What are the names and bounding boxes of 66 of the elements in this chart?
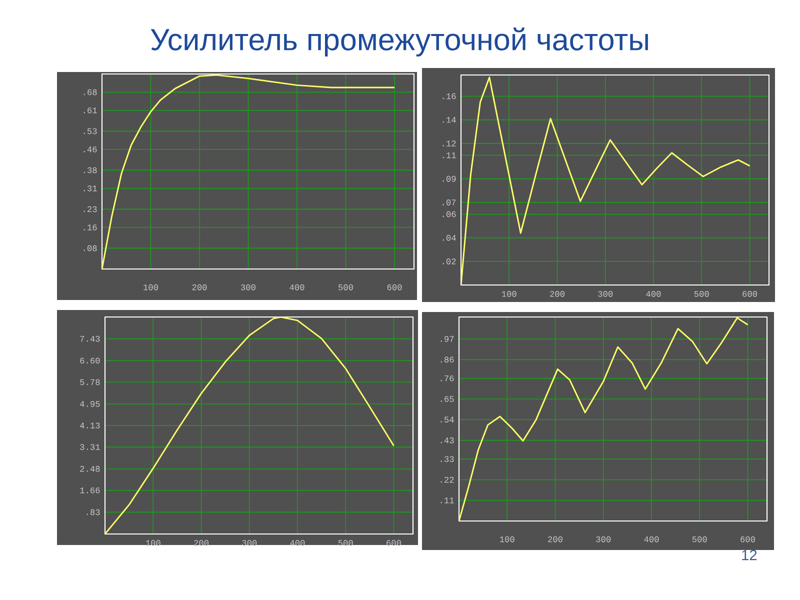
x-tick-label: 600 xyxy=(740,536,755,542)
x-tick-label: 200 xyxy=(548,536,562,542)
x-tick-label: 300 xyxy=(242,540,257,546)
y-tick-label: .12 xyxy=(442,140,456,146)
y-tick-label: .22 xyxy=(440,476,454,483)
y-tick-label: .97 xyxy=(440,336,454,342)
x-tick-label: 400 xyxy=(290,540,305,546)
y-tick-label: 3.31 xyxy=(80,444,100,450)
x-tick-label: 200 xyxy=(192,284,207,290)
x-tick-label: 500 xyxy=(338,284,353,290)
line-series xyxy=(102,74,396,269)
y-tick-label: .08 xyxy=(84,245,97,252)
y-tick-label: .09 xyxy=(442,176,456,182)
y-tick-label: .33 xyxy=(440,456,454,462)
chart-title: Усилитель промежуточной частоты xyxy=(150,27,648,56)
x-tick-label: 300 xyxy=(598,291,613,297)
y-tick-label: 4.13 xyxy=(80,422,100,428)
y-tick-label: .38 xyxy=(84,167,97,174)
y-tick-label: .65 xyxy=(440,396,454,402)
y-tick-label: .06 xyxy=(442,211,456,218)
y-tick-label: .31 xyxy=(84,185,97,192)
x-tick-label: 600 xyxy=(387,284,402,290)
y-tick-label: .02 xyxy=(442,258,456,264)
x-tick-label: 600 xyxy=(742,291,757,297)
x-tick-label: 100 xyxy=(146,540,160,546)
y-tick-label: .68 xyxy=(84,89,97,96)
y-tick-label: 2.48 xyxy=(80,466,100,472)
y-tick-label: .07 xyxy=(442,199,456,206)
line-series xyxy=(105,317,394,534)
x-tick-label: 500 xyxy=(338,540,353,546)
x-tick-label: 300 xyxy=(241,284,256,290)
y-tick-label: .16 xyxy=(84,224,97,230)
y-tick-label: .04 xyxy=(442,234,456,241)
y-tick-label: 1.66 xyxy=(80,487,100,494)
y-tick-label: .83 xyxy=(86,509,100,516)
y-tick-label: .46 xyxy=(84,146,97,152)
x-tick-label: 500 xyxy=(694,291,709,297)
y-tick-label: 5.78 xyxy=(80,379,100,386)
y-tick-label: .54 xyxy=(440,416,454,423)
y-tick-label: 7.43 xyxy=(80,336,100,342)
y-tick-label: .14 xyxy=(442,116,456,123)
x-tick-label: 100 xyxy=(502,291,516,297)
x-tick-label: 600 xyxy=(386,540,401,546)
y-tick-label: .76 xyxy=(440,375,454,382)
y-tick-label: .16 xyxy=(442,93,456,100)
y-tick-label: 6.60 xyxy=(80,358,100,364)
y-tick-label: .61 xyxy=(84,107,97,114)
x-tick-label: 500 xyxy=(692,536,707,542)
x-tick-label: 400 xyxy=(646,291,661,297)
x-tick-label: 200 xyxy=(194,540,208,546)
x-tick-label: 400 xyxy=(644,536,659,542)
y-tick-label: .43 xyxy=(440,437,454,444)
line-series xyxy=(461,76,750,285)
text: 12 xyxy=(742,550,757,560)
y-tick-label: .11 xyxy=(440,498,454,504)
x-tick-label: 100 xyxy=(144,284,158,290)
y-tick-label: .23 xyxy=(84,206,97,212)
y-tick-label: .86 xyxy=(440,356,454,363)
line-series xyxy=(459,317,748,522)
x-tick-label: 100 xyxy=(500,536,514,542)
y-tick-label: 4.95 xyxy=(80,401,100,407)
x-tick-label: 300 xyxy=(596,536,611,542)
y-tick-label: .11 xyxy=(442,152,456,158)
x-tick-label: 200 xyxy=(550,291,564,297)
x-tick-label: 400 xyxy=(290,284,304,290)
y-tick-label: .53 xyxy=(84,128,97,134)
